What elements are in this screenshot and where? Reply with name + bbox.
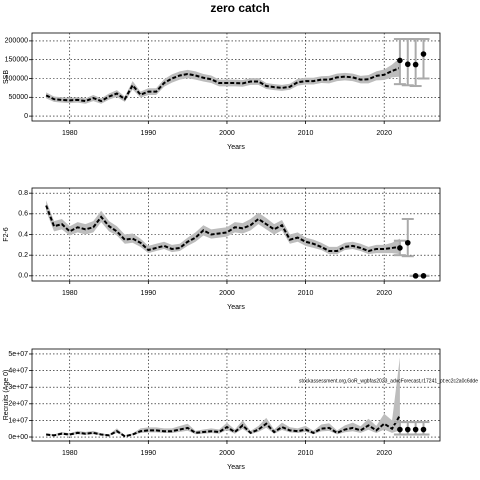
y-tick-label: 0.0 (18, 273, 28, 280)
x-tick-label: 1990 (141, 130, 157, 137)
estimate-line (45, 205, 401, 253)
x-tick-label: 2010 (298, 290, 314, 297)
forecast-point (397, 245, 403, 251)
x-tick-label: 2010 (298, 450, 314, 457)
x-axis-label: Years (227, 144, 245, 151)
y-axis-label: SSB (3, 70, 10, 84)
x-tick-label: 2000 (219, 290, 235, 297)
y-tick-label: 3e+07 (8, 384, 28, 391)
x-tick-label: 1980 (62, 130, 78, 137)
forecast-point (397, 426, 403, 433)
annotation: stockassessment.org,GoR_wgbfas2023_advcF… (299, 378, 478, 384)
y-tick-label: 0e+00 (8, 434, 28, 441)
y-tick-label: 2e+07 (8, 401, 28, 408)
y-tick-label: 5e+07 (8, 351, 28, 358)
x-tick-label: 2020 (376, 450, 392, 457)
x-axis-label: Years (227, 464, 245, 471)
x-axis-label: Years (227, 304, 245, 311)
y-axis-label: Recruits (Age 0) (3, 370, 10, 421)
x-tick-label: 1990 (141, 290, 157, 297)
forecast-point (420, 426, 427, 433)
estimate-line (45, 67, 401, 103)
estimate-line (46, 414, 401, 438)
x-tick-label: 2000 (219, 450, 235, 457)
y-tick-label: 0.6 (18, 211, 28, 218)
y-tick-label: 0.8 (18, 190, 28, 197)
y-tick-label: 4e+07 (8, 367, 28, 374)
forecast-point (404, 239, 411, 246)
y-tick-label: 50000 (9, 94, 29, 101)
forecast-point (420, 51, 427, 57)
forecast-point (404, 426, 411, 433)
y-tick-label: 0.4 (18, 231, 28, 238)
x-tick-label: 1980 (62, 450, 78, 457)
x-tick-label: 2000 (219, 130, 235, 137)
x-tick-label: 2010 (298, 130, 314, 137)
y-tick-label: 100000 (5, 75, 28, 82)
y-tick-label: 0 (24, 113, 28, 120)
y-tick-label: 0.2 (18, 252, 28, 259)
y-tick-label: 200000 (5, 38, 28, 45)
plot-frame (31, 32, 441, 122)
x-tick-label: 1980 (62, 290, 78, 297)
y-tick-label: 1e+07 (8, 417, 28, 424)
plot-frame (31, 348, 441, 442)
x-tick-label: 2020 (376, 290, 392, 297)
forecast-point (412, 61, 419, 68)
forecast-point (412, 426, 419, 433)
chart-title: zero catch (210, 1, 269, 15)
forecast-point (420, 273, 427, 279)
forecast-point (397, 57, 403, 64)
confidence-band (46, 357, 400, 437)
confidence-band (46, 57, 400, 104)
plot-frame (31, 187, 441, 282)
y-axis-label: F2-6 (3, 227, 10, 242)
x-tick-label: 1990 (141, 450, 157, 457)
y-tick-label: 150000 (5, 57, 28, 64)
forecast-point (404, 61, 411, 68)
x-tick-label: 2020 (376, 130, 392, 137)
forecast-point (412, 273, 419, 279)
